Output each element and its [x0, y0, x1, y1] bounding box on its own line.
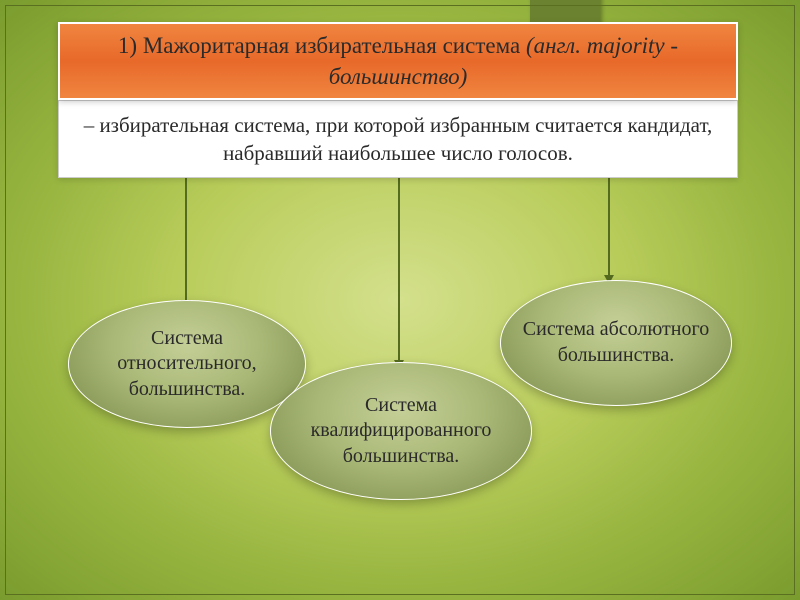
- title-plain: 1) Мажоритарная избирательная система: [118, 33, 526, 58]
- definition-text: – избирательная система, при которой изб…: [83, 111, 713, 168]
- title-box: 1) Мажоритарная избирательная система (а…: [58, 22, 738, 100]
- bubble-middle-label: Система квалифицированного большинства.: [289, 393, 513, 470]
- connector-right: [608, 178, 610, 283]
- bubble-qualified-majority: Система квалифицированного большинства.: [270, 362, 532, 500]
- bubble-right-label: Система абсолютного большинства.: [519, 317, 713, 368]
- connector-left: [185, 178, 187, 308]
- bubble-left-label: Система относительного, большинства.: [87, 326, 287, 403]
- connector-middle: [398, 178, 400, 368]
- title-text: 1) Мажоритарная избирательная система (а…: [80, 30, 716, 92]
- definition-box: – избирательная система, при которой изб…: [58, 100, 738, 178]
- bubble-relative-majority: Система относительного, большинства.: [68, 300, 306, 428]
- bubble-absolute-majority: Система абсолютного большинства.: [500, 280, 732, 406]
